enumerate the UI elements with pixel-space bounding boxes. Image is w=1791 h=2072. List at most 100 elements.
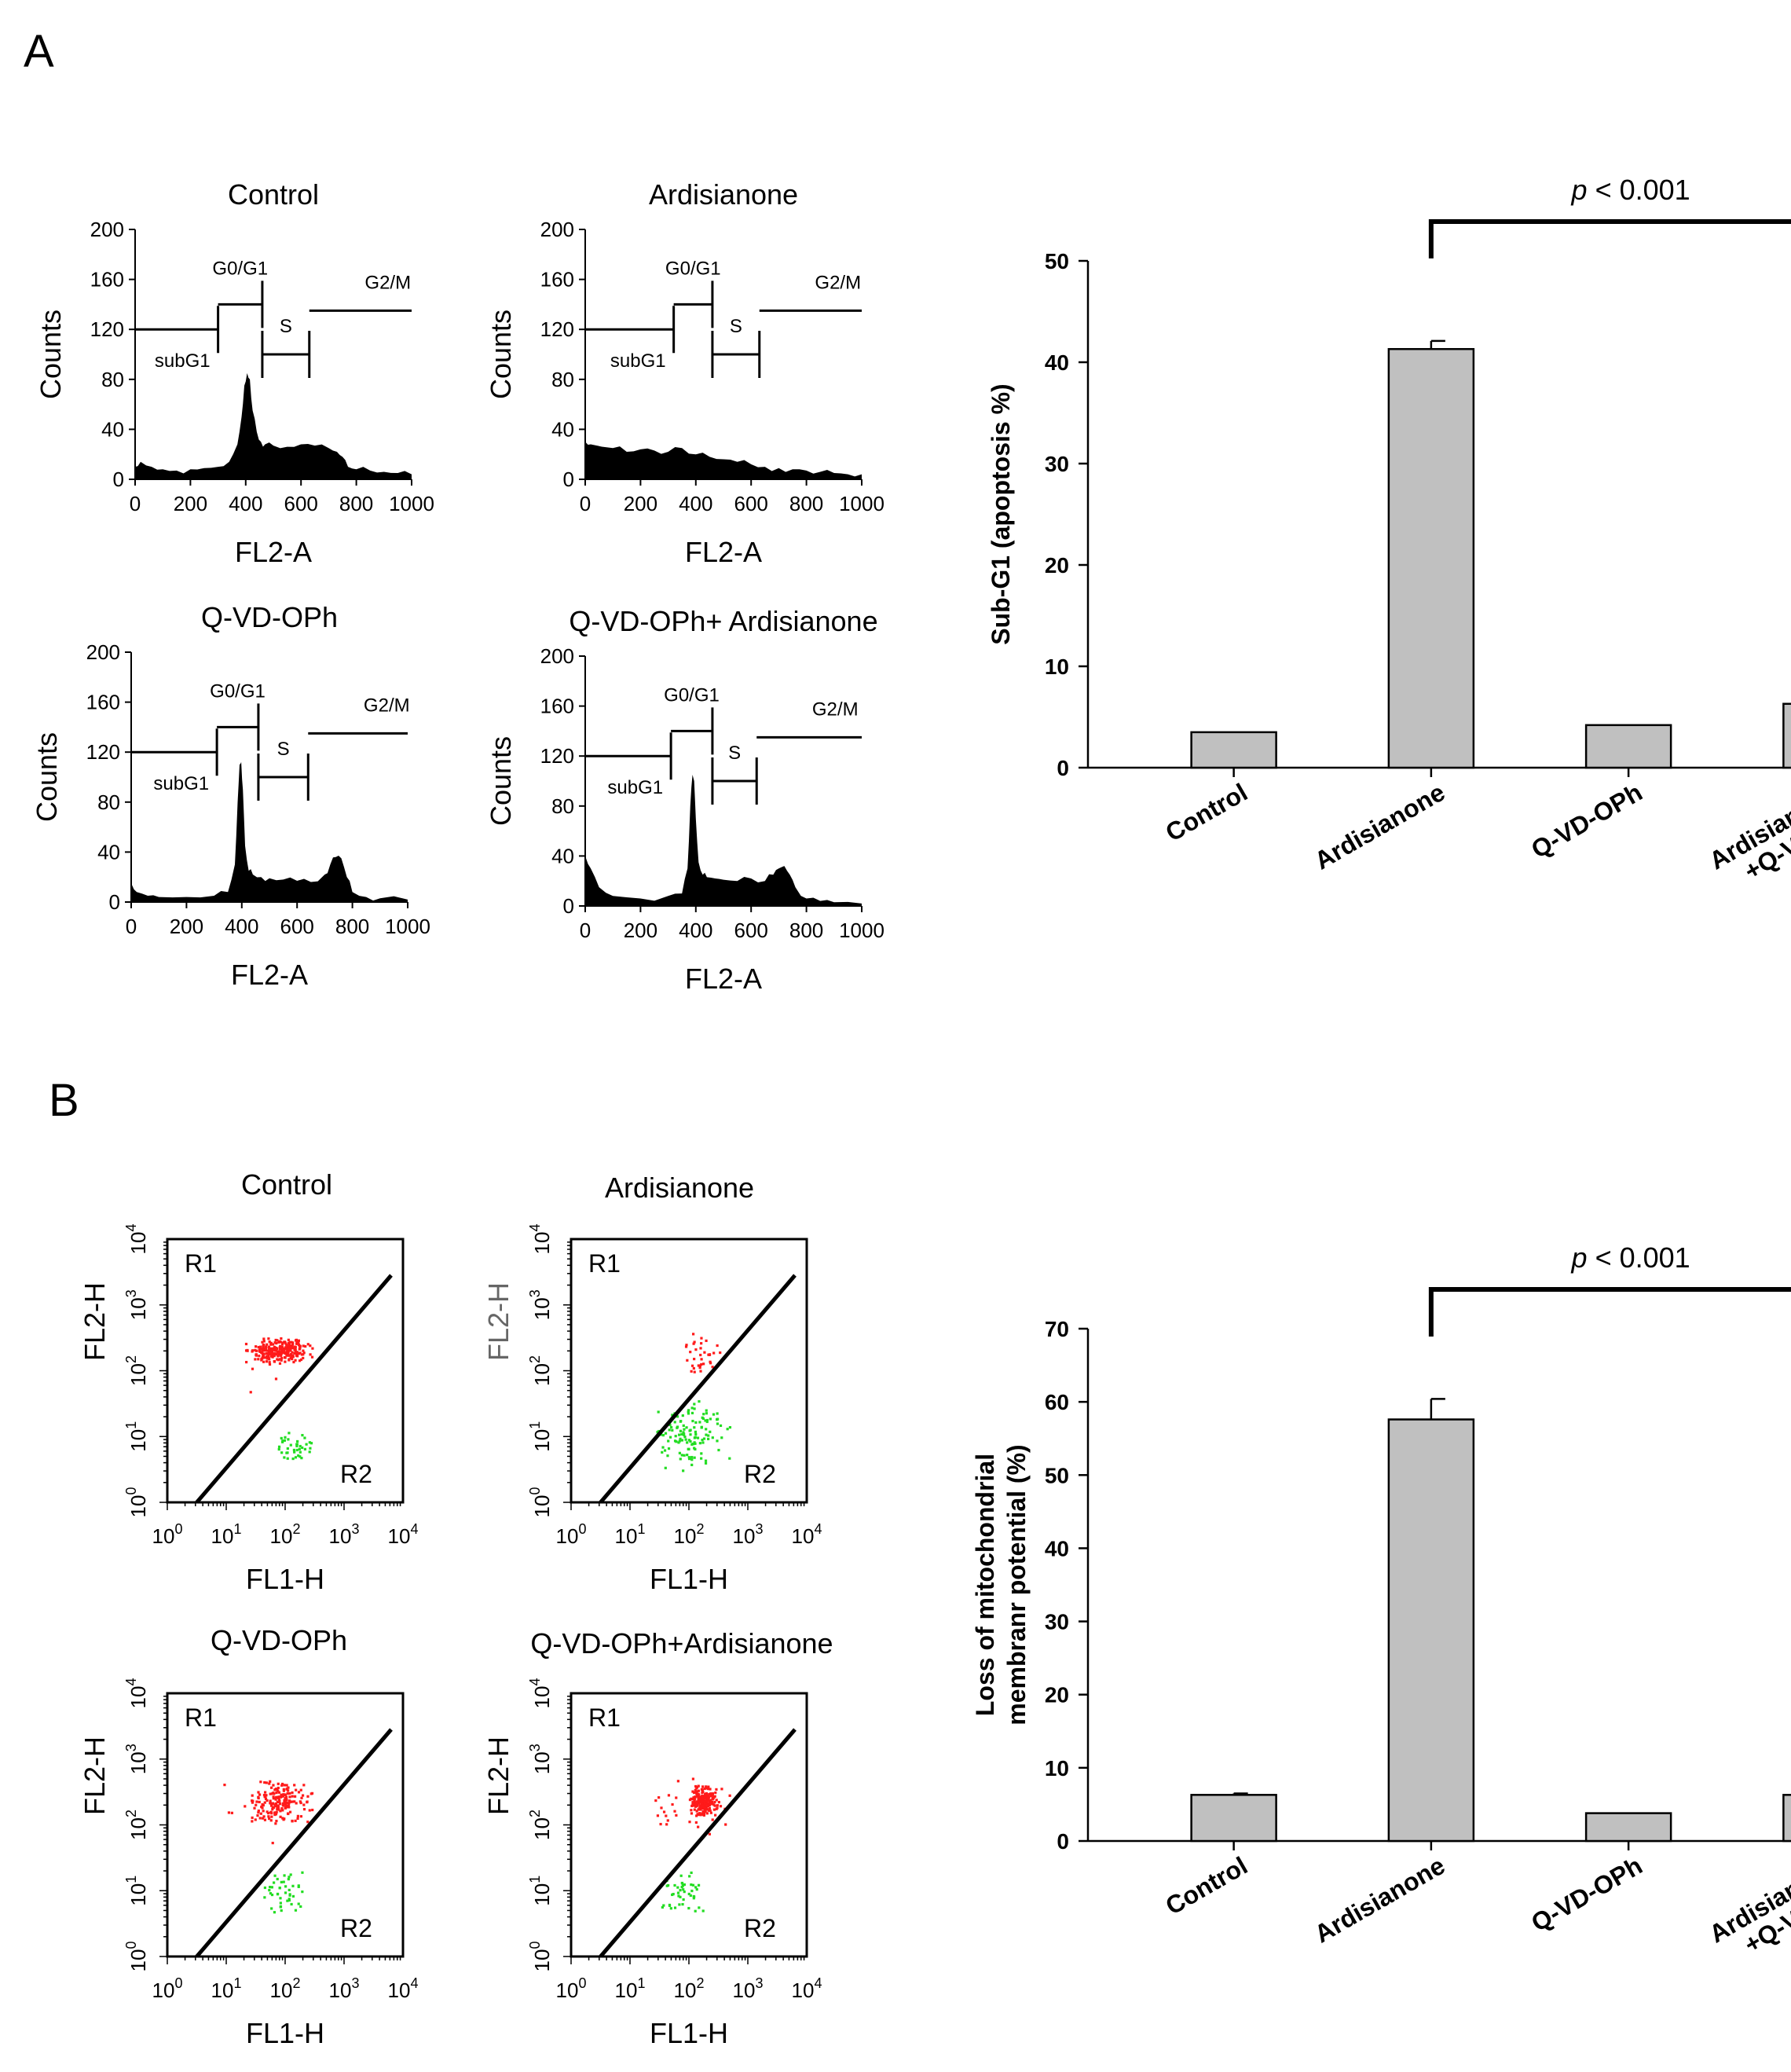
scatter-point bbox=[305, 1443, 308, 1446]
scatter-point bbox=[277, 1790, 280, 1793]
scatter-point bbox=[700, 1358, 703, 1361]
scatter-point bbox=[720, 1436, 723, 1439]
scatter-point bbox=[275, 1349, 278, 1352]
scatter-point bbox=[288, 1876, 291, 1879]
scatter-point bbox=[714, 1791, 717, 1795]
bar bbox=[1782, 1794, 1791, 1843]
scatter-point bbox=[682, 1888, 685, 1891]
scatter-point bbox=[309, 1447, 312, 1450]
scatter-point bbox=[279, 1340, 282, 1344]
scatter-point bbox=[693, 1441, 696, 1444]
category-label-line: Ardisianone bbox=[1309, 1851, 1449, 1949]
x-tick-label: 200 bbox=[170, 915, 203, 938]
scatter-point bbox=[258, 1817, 262, 1820]
scatter-point bbox=[291, 1791, 294, 1795]
scatter-point bbox=[253, 1806, 256, 1810]
scatter-point bbox=[291, 1355, 295, 1359]
scatter-point bbox=[286, 1457, 289, 1460]
x-tick-label: 0 bbox=[126, 915, 137, 938]
scatter-point bbox=[298, 1450, 302, 1454]
scatter-point bbox=[694, 1432, 698, 1436]
x-tick-exponent: 2 bbox=[696, 1521, 704, 1537]
scatter-point bbox=[286, 1345, 290, 1348]
scatter-point bbox=[714, 1813, 717, 1817]
scatter-point bbox=[668, 1428, 671, 1432]
y-tick-label: 60 bbox=[1045, 1390, 1069, 1414]
scatter-point bbox=[698, 1812, 701, 1815]
scatter-point bbox=[282, 1789, 286, 1792]
scatter-point bbox=[272, 1347, 275, 1350]
y-tick-exponent: 2 bbox=[123, 1355, 139, 1363]
scatter-point bbox=[690, 1364, 694, 1367]
x-axis-label: FL1-H bbox=[650, 2017, 728, 2049]
scatter-point bbox=[257, 1809, 260, 1813]
gate-diagonal bbox=[195, 1274, 393, 1504]
scatter-point bbox=[261, 1340, 264, 1344]
scatter-point bbox=[705, 1793, 709, 1796]
scatter-point bbox=[700, 1426, 703, 1429]
scatter-point bbox=[288, 1340, 291, 1344]
scatter-point bbox=[268, 1362, 272, 1366]
y-tick-label: 101 bbox=[527, 1876, 554, 1906]
x-tick-base: 10 bbox=[556, 1978, 579, 2002]
scatter-point bbox=[680, 1885, 683, 1889]
scatter-point bbox=[704, 1419, 707, 1422]
scatter-point bbox=[680, 1432, 683, 1436]
scatter-point bbox=[304, 1344, 307, 1348]
scatter-point bbox=[695, 1785, 699, 1789]
scatter-point bbox=[671, 1428, 674, 1432]
scatter-point bbox=[709, 1430, 712, 1433]
scatter-point bbox=[273, 1788, 277, 1791]
scatter-point bbox=[694, 1886, 698, 1889]
scatter-point bbox=[294, 1795, 297, 1798]
scatter-point bbox=[291, 1344, 294, 1348]
scatter-point bbox=[257, 1796, 260, 1800]
y-tick-base: 10 bbox=[126, 1495, 150, 1518]
scatter-point bbox=[682, 1424, 685, 1427]
scatter-point bbox=[659, 1822, 662, 1826]
scatter-point bbox=[283, 1817, 286, 1821]
scatter-point bbox=[286, 1348, 289, 1351]
scatter-point bbox=[270, 1812, 273, 1815]
scatter-point bbox=[679, 1874, 683, 1877]
y-tick-base: 10 bbox=[126, 1751, 150, 1774]
scatter-point bbox=[273, 1354, 276, 1357]
gate-label-g0g1: G0/G1 bbox=[665, 258, 721, 279]
bar bbox=[1584, 1812, 1672, 1843]
scatter-point bbox=[280, 1359, 283, 1362]
scatter-point bbox=[703, 1787, 706, 1791]
significance-bracket bbox=[1428, 219, 1791, 259]
scatter-point bbox=[286, 1447, 289, 1450]
y-tick-exponent: 3 bbox=[123, 1744, 139, 1751]
scatter-point bbox=[709, 1417, 712, 1421]
scatter-point bbox=[713, 1804, 716, 1807]
scatter-point bbox=[298, 1447, 301, 1450]
y-tick-label: 120 bbox=[540, 317, 574, 341]
scatter-point bbox=[715, 1807, 718, 1810]
x-tick-label: 1000 bbox=[389, 492, 434, 515]
scatter-point bbox=[306, 1343, 309, 1346]
y-tick-base: 10 bbox=[126, 1297, 150, 1320]
scatter-point bbox=[679, 1420, 683, 1423]
scatter-point bbox=[701, 1795, 705, 1798]
y-tick-label: 20 bbox=[1045, 553, 1069, 578]
y-tick-label: 0 bbox=[1057, 1829, 1069, 1854]
scatter-point bbox=[284, 1356, 287, 1359]
y-tick-label: 200 bbox=[90, 218, 124, 241]
y-tick-base: 10 bbox=[530, 1363, 554, 1386]
y-axis-label: FL2-H bbox=[79, 1282, 111, 1361]
scatter-point bbox=[678, 1903, 681, 1906]
y-tick-base: 10 bbox=[126, 1363, 150, 1386]
significance-bracket bbox=[1428, 1287, 1791, 1337]
scatter-point bbox=[269, 1819, 273, 1822]
scatter-point bbox=[703, 1802, 706, 1806]
x-tick-exponent: 1 bbox=[233, 1975, 241, 1991]
scatter-point bbox=[254, 1358, 257, 1361]
scatter-point bbox=[291, 1354, 295, 1357]
p-value-italic: p bbox=[1571, 174, 1588, 206]
scatter-point bbox=[294, 1339, 298, 1342]
scatter-point bbox=[269, 1802, 272, 1805]
scatter-point bbox=[270, 1893, 274, 1897]
